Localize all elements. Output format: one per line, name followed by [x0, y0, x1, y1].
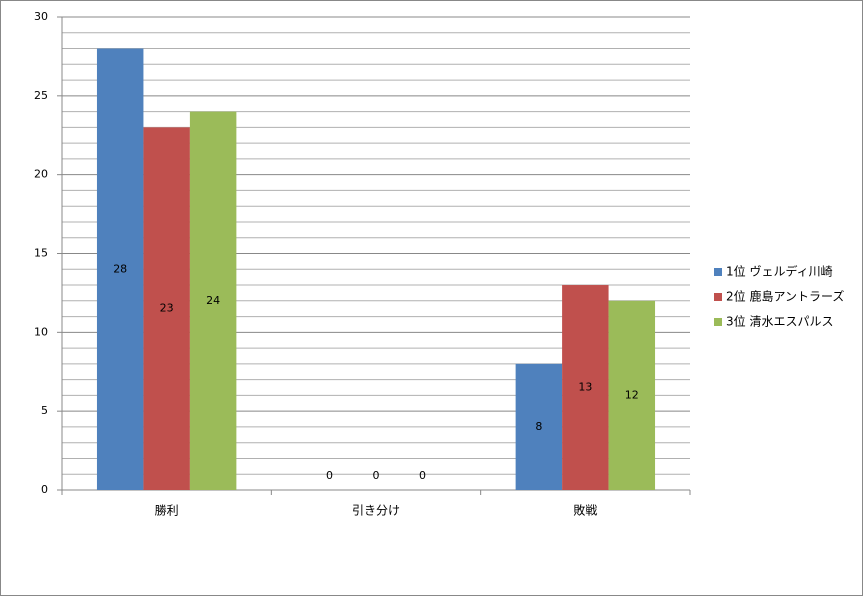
data-label: 0 — [373, 469, 380, 482]
y-tick-label: 25 — [34, 89, 48, 102]
data-label: 0 — [419, 469, 426, 482]
bar — [189, 111, 237, 490]
legend-label: 2位 鹿島アントラーズ — [726, 289, 844, 304]
y-tick-label: 30 — [34, 10, 48, 23]
x-tick-label: 引き分け — [352, 504, 400, 518]
plot: 勝利 28 23 24 引き分け 0 0 0 敗戦 8 13 12 — [96, 48, 656, 518]
legend-swatch — [714, 293, 722, 301]
legend-label: 1位 ヴェルディ川崎 — [726, 264, 833, 279]
legend-swatch — [714, 268, 722, 276]
data-label: 12 — [625, 388, 639, 401]
y-tick-label: 5 — [41, 404, 48, 417]
y-tick-label: 20 — [34, 168, 48, 181]
y-tick-label: 10 — [34, 325, 48, 338]
bar — [608, 300, 656, 490]
legend: 1位 ヴェルディ川崎 2位 鹿島アントラーズ 3位 清水エスパルス — [714, 264, 844, 329]
data-label: 8 — [535, 420, 542, 433]
x-tick-label: 勝利 — [155, 503, 179, 518]
data-label: 23 — [160, 302, 174, 315]
y-tick-label: 0 — [41, 483, 48, 496]
x-tick-label: 敗戦 — [573, 503, 597, 518]
legend-label: 3位 清水エスパルス — [726, 314, 833, 329]
bar — [96, 48, 144, 491]
bar — [562, 285, 609, 490]
y-tick-label: 15 — [34, 247, 48, 260]
data-label: 24 — [206, 294, 220, 307]
legend-swatch — [714, 318, 722, 326]
data-label: 0 — [326, 469, 333, 482]
data-label: 28 — [113, 262, 127, 275]
data-label: 13 — [578, 381, 592, 394]
bar — [143, 127, 190, 490]
bar — [515, 363, 563, 490]
